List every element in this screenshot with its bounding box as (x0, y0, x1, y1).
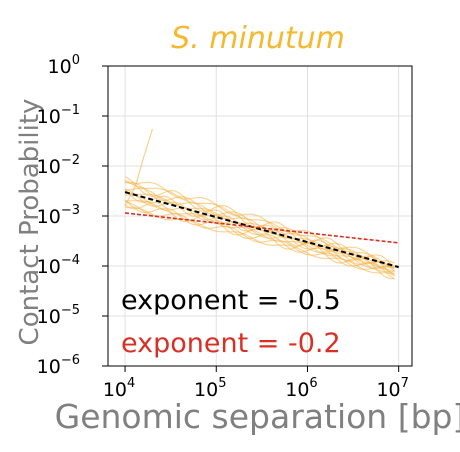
x-tick-label: 104 (103, 376, 135, 401)
orange-contact-curve (124, 201, 395, 276)
x-tick-label: 105 (194, 376, 226, 401)
orange-contact-curve (124, 176, 395, 269)
axis-ticks: 104 105 106 107 10−6 10−5 10−4 10−3 10−2 10−1 100 (37, 53, 409, 401)
orange-spike-curve (124, 128, 154, 207)
annotation-exponent-black: exponent = -0.5 (121, 285, 341, 316)
y-tick-label: 10−1 (37, 103, 80, 128)
x-tick-label: 107 (376, 376, 408, 401)
data-series (124, 128, 399, 280)
fit-line-exponent-0.2 (124, 212, 399, 244)
x-tick-label: 106 (285, 376, 317, 401)
fit-line-exponent-0.5 (124, 191, 399, 269)
y-tick-label: 10−4 (37, 253, 80, 278)
y-tick-label: 10−6 (37, 353, 80, 378)
y-tick-label: 10−2 (37, 153, 80, 178)
chart-title: S. minutum (171, 21, 345, 56)
annotation-exponent-red: exponent = -0.2 (121, 328, 341, 359)
orange-contact-curve (124, 181, 395, 267)
y-tick-label: 10−3 (37, 203, 80, 228)
x-axis-label: Genomic separation [bp] (55, 397, 460, 436)
orange-contact-curve (125, 187, 395, 268)
y-tick-label: 100 (48, 53, 80, 78)
orange-contact-curve (125, 206, 395, 275)
y-axis-label: Contact Probability (15, 99, 45, 346)
orange-contact-curve (124, 179, 395, 269)
y-tick-label: 10−5 (37, 303, 80, 328)
